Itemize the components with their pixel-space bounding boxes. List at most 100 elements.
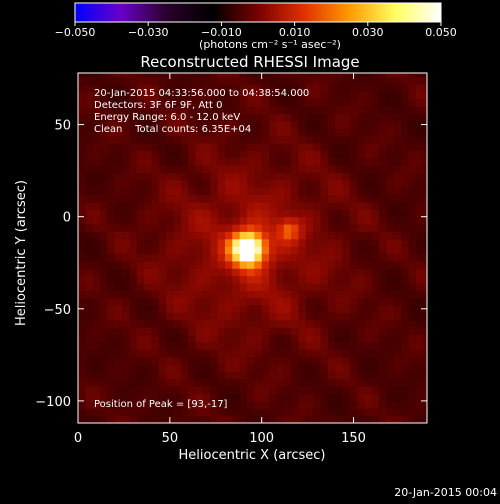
heatmap-cell (320, 194, 329, 203)
heatmap-cell (276, 415, 285, 423)
heatmap-cell (78, 76, 86, 85)
heatmap-cell (269, 253, 277, 262)
heatmap-cell (173, 91, 182, 100)
heatmap-cell (136, 84, 145, 92)
heatmap-cell (401, 327, 410, 336)
heatmap-cell (180, 246, 189, 255)
heatmap-cell (261, 106, 270, 115)
heatmap-cell (122, 179, 130, 188)
heatmap-cell (188, 393, 197, 402)
heatmap-cell (371, 128, 380, 137)
heatmap-cell (261, 364, 270, 372)
heatmap-cell (261, 216, 270, 225)
heatmap-cell (298, 106, 307, 115)
heatmap-cell (298, 143, 307, 151)
heatmap-cell (173, 150, 182, 159)
heatmap-cell (349, 135, 358, 144)
heatmap-cell (217, 98, 226, 107)
heatmap-cell (114, 238, 123, 247)
heatmap-cell (327, 113, 336, 122)
colorbar (74, 2, 442, 23)
heatmap-cell (415, 341, 424, 350)
heatmap-cell (423, 356, 427, 365)
heatmap-cell (195, 305, 204, 313)
heatmap-cell (114, 393, 123, 402)
heatmap-cell (114, 231, 123, 240)
heatmap-cell (298, 120, 307, 129)
heatmap-cell (210, 238, 219, 247)
heatmap-cell (261, 84, 270, 92)
heatmap-cell (313, 327, 321, 336)
heatmap-cell (349, 275, 358, 284)
heatmap-cell (180, 201, 189, 210)
heatmap-cell (114, 260, 123, 269)
heatmap-cell (386, 371, 395, 380)
heatmap-cell (276, 349, 285, 358)
heatmap-cell (364, 120, 373, 129)
heatmap-cell (276, 253, 285, 262)
heatmap-cell (136, 224, 145, 232)
heatmap-cell (342, 157, 351, 166)
heatmap-cell (195, 135, 204, 144)
heatmap-cell (305, 400, 314, 409)
heatmap-cell (269, 194, 277, 203)
heatmap-cell (136, 157, 145, 166)
heatmap-cell (313, 194, 321, 203)
heatmap-cell (335, 319, 344, 328)
heatmap-cell (298, 415, 307, 423)
heatmap-cell (202, 290, 211, 299)
heatmap-cell (320, 268, 329, 277)
heatmap-cell (122, 73, 130, 78)
heatmap-cell (364, 260, 373, 269)
heatmap-cell (173, 371, 182, 380)
heatmap-cell (357, 305, 366, 313)
heatmap-cell (269, 201, 277, 210)
heatmap-cell (78, 150, 86, 159)
heatmap-cell (158, 91, 167, 100)
heatmap-cell (202, 312, 211, 321)
heatmap-cell (100, 224, 108, 232)
heatmap-cell (313, 393, 321, 402)
heatmap-cell (401, 98, 410, 107)
heatmap-cell (371, 120, 380, 129)
heatmap-cell (195, 231, 204, 240)
heatmap-cell (224, 349, 233, 358)
heatmap-cell (92, 275, 101, 284)
heatmap-cell (283, 349, 292, 358)
heatmap-cell (313, 290, 321, 299)
heatmap-cell (342, 194, 351, 203)
heatmap-cell (261, 194, 270, 203)
heatmap-cell (342, 201, 351, 210)
heatmap-cell (408, 327, 417, 336)
heatmap-cell (210, 91, 219, 100)
heatmap-cell (92, 349, 101, 358)
heatmap-cell (349, 209, 358, 218)
heatmap-cell (349, 356, 358, 365)
heatmap-cell (327, 371, 336, 380)
heatmap-cell (92, 246, 101, 255)
heatmap-cell (129, 415, 138, 423)
heatmap-cell (379, 224, 388, 232)
heatmap-cell (283, 319, 292, 328)
heatmap-cell (195, 290, 204, 299)
heatmap-cell (246, 364, 255, 372)
heatmap-cell (269, 76, 277, 85)
heatmap-cell (386, 165, 395, 173)
heatmap-cell (364, 415, 373, 423)
heatmap-cell (151, 408, 160, 417)
heatmap-cell (78, 165, 86, 173)
heatmap-cell (166, 209, 175, 218)
heatmap-cell (327, 283, 336, 291)
heatmap-cell (298, 290, 307, 299)
heatmap-cell (254, 135, 263, 144)
heatmap-cell (239, 319, 248, 328)
heatmap-cell (423, 415, 427, 423)
heatmap-cell (239, 408, 248, 417)
heatmap-cell (114, 415, 123, 423)
heatmap-cell (107, 297, 116, 306)
heatmap-cell (107, 231, 116, 240)
heatmap-cell (364, 187, 373, 196)
annotation-detectors: Detectors: 3F 6F 9F, Att 0 (94, 100, 222, 111)
heatmap-cell (320, 150, 329, 159)
heatmap-cell (342, 135, 351, 144)
